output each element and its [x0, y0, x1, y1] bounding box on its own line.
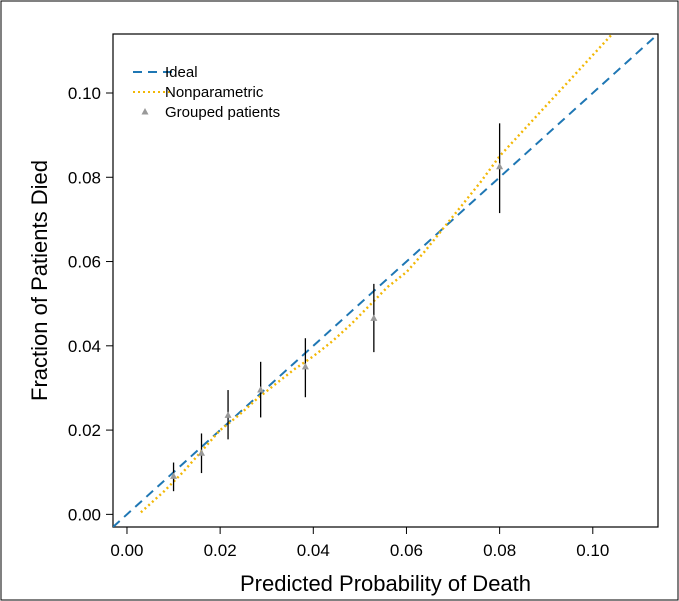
y-axis-title: Fraction of Patients Died	[27, 160, 52, 401]
grouped-patient-point	[301, 362, 309, 370]
legend-label-grouped-patients: Grouped patients	[165, 104, 280, 121]
y-tick-label: 0.10	[68, 84, 101, 103]
x-tick-label: 0.08	[483, 541, 516, 560]
plot-marks	[113, 34, 658, 527]
grouped-patient-point	[370, 314, 378, 321]
y-tick-label: 0.02	[68, 421, 101, 440]
x-tick-label: 0.00	[110, 541, 143, 560]
y-tick-label: 0.08	[68, 168, 101, 187]
x-axis-title: Predicted Probability of Death	[240, 571, 531, 596]
x-tick-label: 0.10	[576, 541, 609, 560]
legend-label-ideal: Ideal	[165, 64, 198, 81]
grouped-patient-point	[257, 386, 265, 393]
x-axis: 0.00 0.02 0.04 0.06 0.08 0.10	[110, 527, 609, 560]
y-tick-label: 0.00	[68, 505, 101, 524]
x-tick-label: 0.04	[297, 541, 330, 560]
plot-area	[113, 34, 658, 527]
x-tick-label: 0.02	[204, 541, 237, 560]
plot-frame	[112, 33, 659, 528]
grouped-patient-point	[170, 472, 178, 479]
y-tick-label: 0.06	[68, 253, 101, 272]
legend-label-nonparametric: Nonparametric	[165, 84, 264, 101]
grouped-patient-point	[224, 411, 232, 418]
legend-swatch-grouped-patients	[141, 108, 149, 115]
x-tick-label: 0.06	[390, 541, 423, 560]
grouped-patient-point	[198, 449, 206, 456]
y-axis: 0.00 0.02 0.04 0.06 0.08 0.10	[68, 84, 113, 524]
nonparametric-line	[140, 34, 614, 514]
grouped-patient-point	[496, 162, 504, 170]
ideal-line	[113, 34, 658, 527]
y-tick-label: 0.04	[68, 337, 101, 356]
legend: Ideal Nonparametric Grouped patients	[133, 64, 280, 121]
